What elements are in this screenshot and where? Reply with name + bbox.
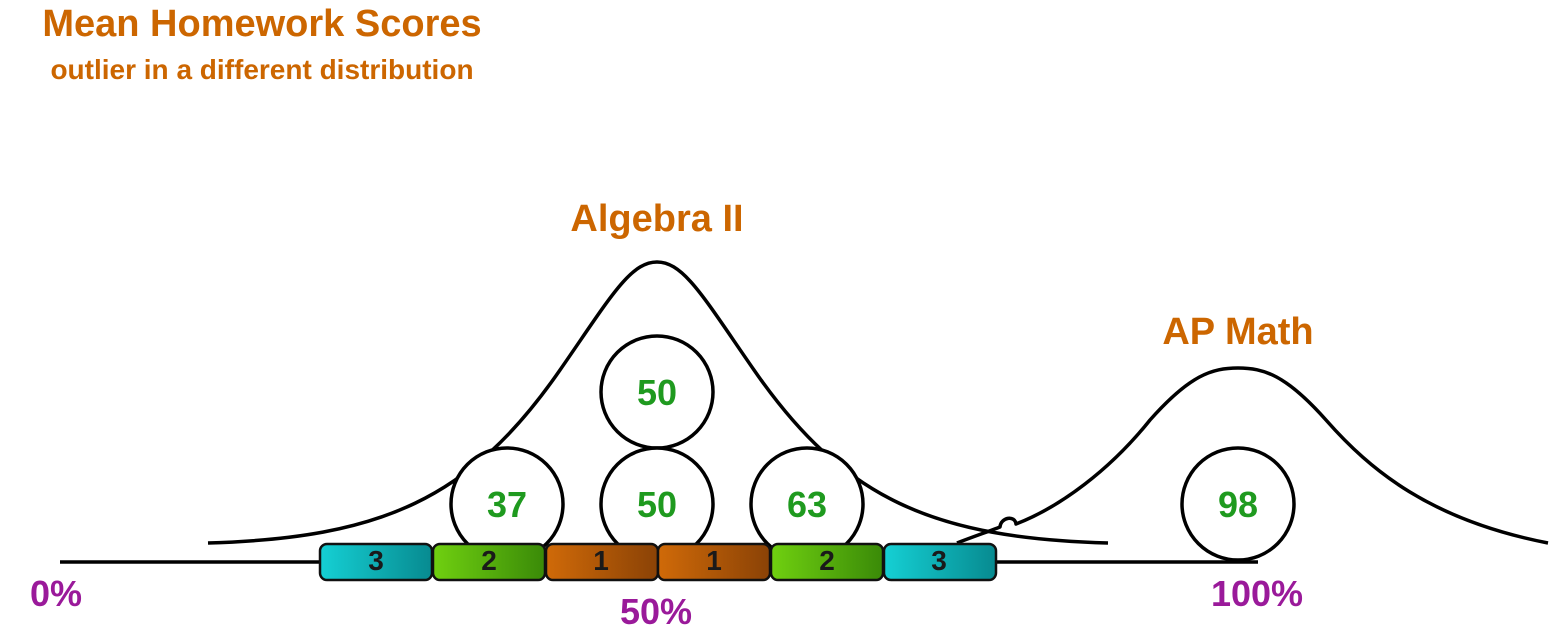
page-title: Mean Homework Scores xyxy=(42,3,481,45)
band-label: 3 xyxy=(368,545,384,576)
band-label: 1 xyxy=(593,545,609,576)
axis-label-middle: 50% xyxy=(620,591,692,632)
band-label: 2 xyxy=(481,545,497,576)
bell-curve-ap-math xyxy=(956,366,1549,545)
score-ball: 98 xyxy=(1180,446,1296,562)
page-subtitle: outlier in a different distribution xyxy=(50,54,473,85)
axis-label-right: 100% xyxy=(1211,573,1303,614)
band-label: 3 xyxy=(931,545,947,576)
score-value: 50 xyxy=(637,372,677,413)
axis-label-left: 0% xyxy=(30,573,82,614)
score-value: 37 xyxy=(487,484,527,525)
score-ball: 63 xyxy=(749,446,865,562)
score-value: 50 xyxy=(637,484,677,525)
distribution-label-algebra-ii: Algebra II xyxy=(570,198,743,240)
band-label: 2 xyxy=(819,545,835,576)
score-value: 63 xyxy=(787,484,827,525)
score-ball: 50 xyxy=(599,334,715,450)
score-ball: 37 xyxy=(449,446,565,562)
band-segment xyxy=(882,542,998,582)
distribution-label-ap-math: AP Math xyxy=(1162,311,1313,353)
band-label: 1 xyxy=(706,545,722,576)
score-value: 98 xyxy=(1218,484,1258,525)
deviation-bands: 3 2 1 1 2 3 xyxy=(318,542,998,582)
bell-curve-algebra-ii xyxy=(207,260,1109,545)
